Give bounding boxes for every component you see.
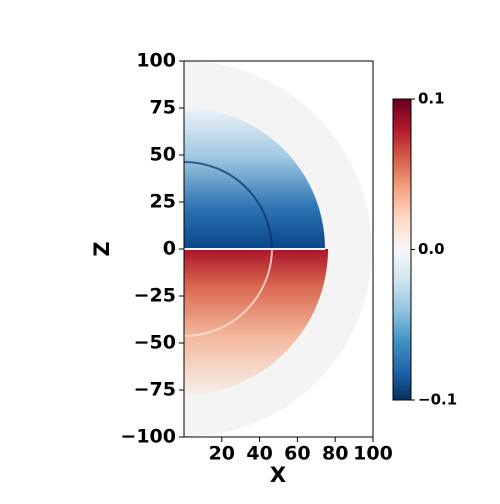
y-tick-label: 50 xyxy=(150,144,176,166)
y-tick-label: −50 xyxy=(134,332,176,354)
x-tick-label: 100 xyxy=(353,443,393,465)
x-tick-label: 60 xyxy=(284,443,310,465)
y-tick-label: 100 xyxy=(136,50,176,72)
colorbar xyxy=(392,98,412,401)
colorbar-tick-label: 0.1 xyxy=(418,90,445,108)
y-axis-label: Z xyxy=(90,241,114,256)
x-tick-label: 20 xyxy=(209,443,235,465)
y-tick-label: 25 xyxy=(150,191,176,213)
x-axis-label: X xyxy=(270,463,286,487)
x-tick-label: 80 xyxy=(322,443,348,465)
field-image xyxy=(183,61,372,437)
y-tick-label: 75 xyxy=(150,97,176,119)
colorbar-tick-label: −0.1 xyxy=(418,391,457,409)
colorbar-tick-label: 0.0 xyxy=(418,240,445,258)
y-tick-label: 0 xyxy=(163,238,176,260)
y-tick-label: −100 xyxy=(120,426,176,448)
y-tick-label: −75 xyxy=(134,379,176,401)
x-tick-label: 40 xyxy=(246,443,272,465)
y-tick-label: −25 xyxy=(134,285,176,307)
